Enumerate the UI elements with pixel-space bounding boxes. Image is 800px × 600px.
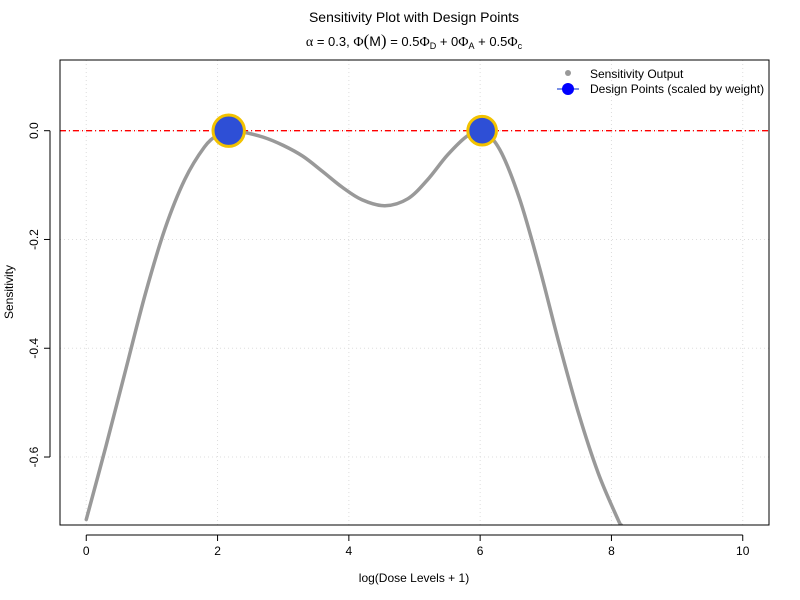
legend-marker-sensitivity: [565, 70, 571, 76]
x-axis: 0 2 4 6 8 10: [83, 534, 750, 558]
subtitle-phi: Φ: [353, 35, 363, 50]
y-axis: 0.0 -0.2 -0.4 -0.6: [27, 122, 51, 467]
grid-lines: [60, 60, 769, 525]
chart-title: Sensitivity Plot with Design Points: [309, 9, 519, 25]
chart-subtitle: α = 0.3, Φ(M) = 0.5ΦD + 0ΦA + 0.5Φc: [306, 31, 523, 51]
series-line-sensitivity: [84, 128, 624, 525]
plot-frame: [59, 59, 770, 526]
subtitle-plus1: + 0: [436, 34, 458, 49]
y-axis-title: Sensitivity: [2, 265, 16, 319]
y-tick-label-0: 0.0: [27, 122, 41, 139]
design-point-1: [466, 114, 498, 147]
x-tick-label-0: 0: [83, 544, 90, 558]
x-tick-label-4: 8: [608, 544, 615, 558]
x-tick-label-1: 2: [214, 544, 221, 558]
y-tick-label-2: -0.4: [27, 338, 41, 359]
design-point-0: [211, 113, 246, 148]
y-tick-label-3: -0.6: [27, 446, 41, 467]
subtitle-term-c: Φ: [507, 35, 517, 50]
subtitle-term-a-sub: A: [468, 41, 474, 51]
subtitle-term-d-sub: D: [430, 41, 437, 51]
series-layer: [84, 128, 624, 525]
legend-label-design: Design Points (scaled by weight): [590, 82, 764, 96]
legend: Sensitivity Output Design Points (scaled…: [557, 67, 764, 96]
y-tick-label-1: -0.2: [27, 229, 41, 250]
subtitle-eq-rest: = 0.5: [387, 34, 420, 49]
design-points-layer: [211, 113, 498, 148]
subtitle-paren-open: (: [364, 31, 370, 50]
subtitle-phi-arg: M: [369, 33, 381, 49]
subtitle-alpha-eq: = 0.3,: [313, 34, 353, 49]
legend-label-sensitivity: Sensitivity Output: [590, 67, 684, 81]
subtitle-paren-close: ): [381, 31, 387, 50]
subtitle-term-d: Φ: [419, 35, 429, 50]
subtitle-alpha: α: [306, 35, 314, 50]
x-tick-label-5: 10: [736, 544, 750, 558]
x-tick-label-3: 6: [477, 544, 484, 558]
subtitle-plus2: + 0.5: [475, 34, 508, 49]
x-axis-title: log(Dose Levels + 1): [359, 571, 469, 585]
x-tick-label-2: 4: [346, 544, 353, 558]
subtitle-term-c-sub: c: [518, 41, 523, 51]
subtitle-term-a: Φ: [458, 35, 468, 50]
legend-marker-design-point: [562, 83, 574, 95]
